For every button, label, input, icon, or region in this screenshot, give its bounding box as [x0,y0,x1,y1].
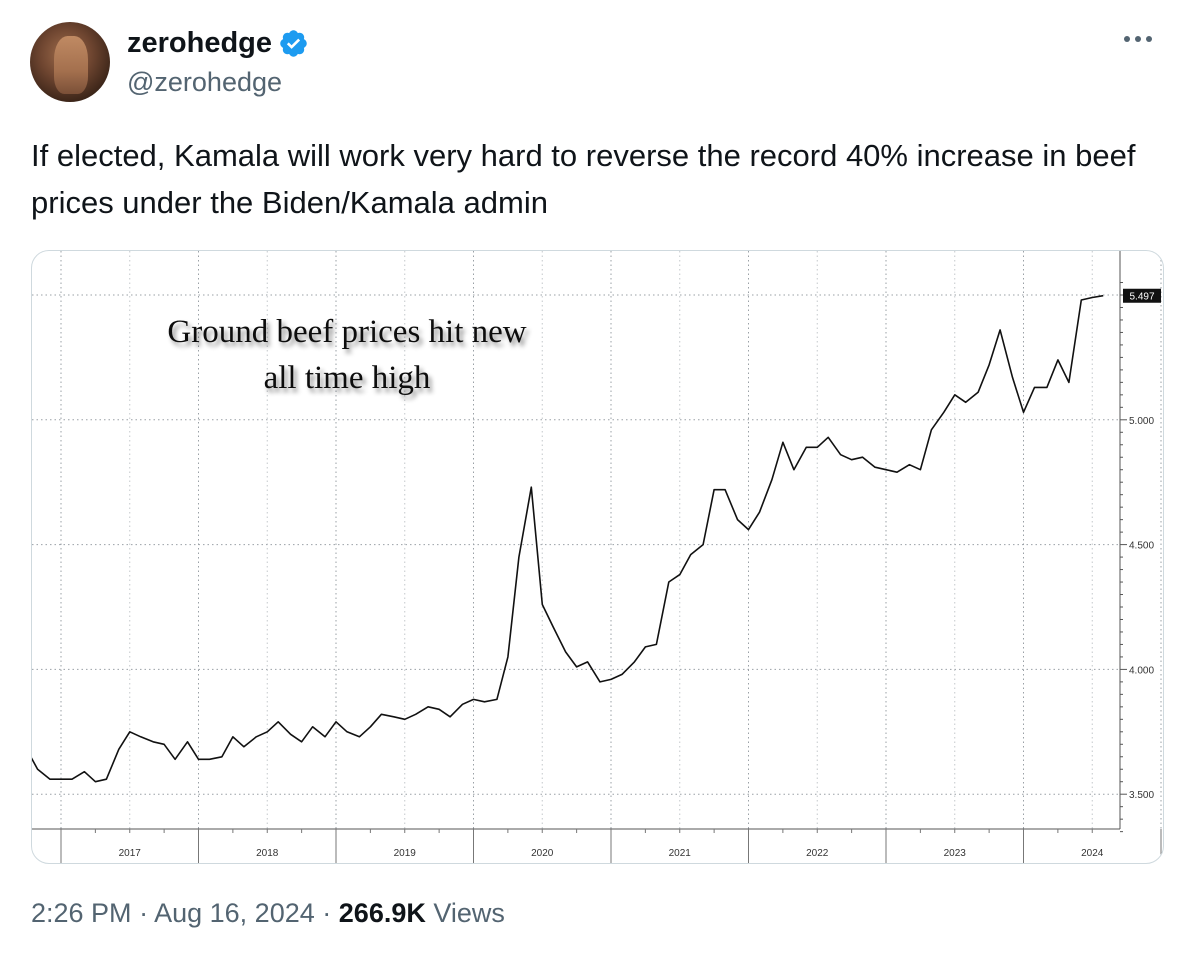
x-tick-label: 2023 [944,848,967,859]
verified-badge-icon [280,29,307,57]
avatar[interactable] [30,22,110,102]
chart-annotation-line: all time high [264,360,431,396]
views-count: 266.9K [338,898,426,928]
display-name-text[interactable]: zerohedge [127,27,273,59]
more-dots-icon[interactable] [1120,24,1156,54]
meta-separator: · [139,898,149,928]
beef-price-chart: 3.500 4.000 4.500 5.000 2017 2018 2019 2020 2021… [32,251,1162,863]
meta-separator: · [322,898,332,928]
x-tick-label: 2021 [669,848,692,859]
y-tick-label: 4.500 [1129,541,1154,552]
price-series-line [32,294,1104,783]
y-tick-label: 5.000 [1129,416,1154,427]
views-label: Views [433,898,505,928]
x-tick-label: 2019 [394,848,417,859]
x-tick-label: 2020 [531,848,554,859]
last-value-label: 5.497 [1129,292,1154,303]
chart-card[interactable]: 3.500 4.000 4.500 5.000 2017 2018 2019 2020 2021… [31,250,1164,864]
display-name[interactable]: zerohedge [127,26,309,60]
x-tick-label: 2022 [806,848,829,859]
x-tick-label: 2017 [119,848,142,859]
handle[interactable]: @zerohedge [127,67,283,97]
y-tick-label: 4.000 [1129,665,1154,676]
y-tick-label: 3.500 [1129,790,1154,801]
x-tick-label: 2024 [1081,848,1104,859]
chart-annotation-line: Ground beef prices hit new [167,314,526,350]
tweet-meta: 2:26 PM · Aug 16, 2024 · 266.9K Views [31,895,505,931]
tweet-time[interactable]: 2:26 PM [31,898,132,928]
last-value-box [1123,288,1161,303]
tweet-date[interactable]: Aug 16, 2024 [154,898,315,928]
tweet-text: If elected, Kamala will work very hard t… [31,138,1136,220]
x-tick-label: 2018 [256,848,279,859]
